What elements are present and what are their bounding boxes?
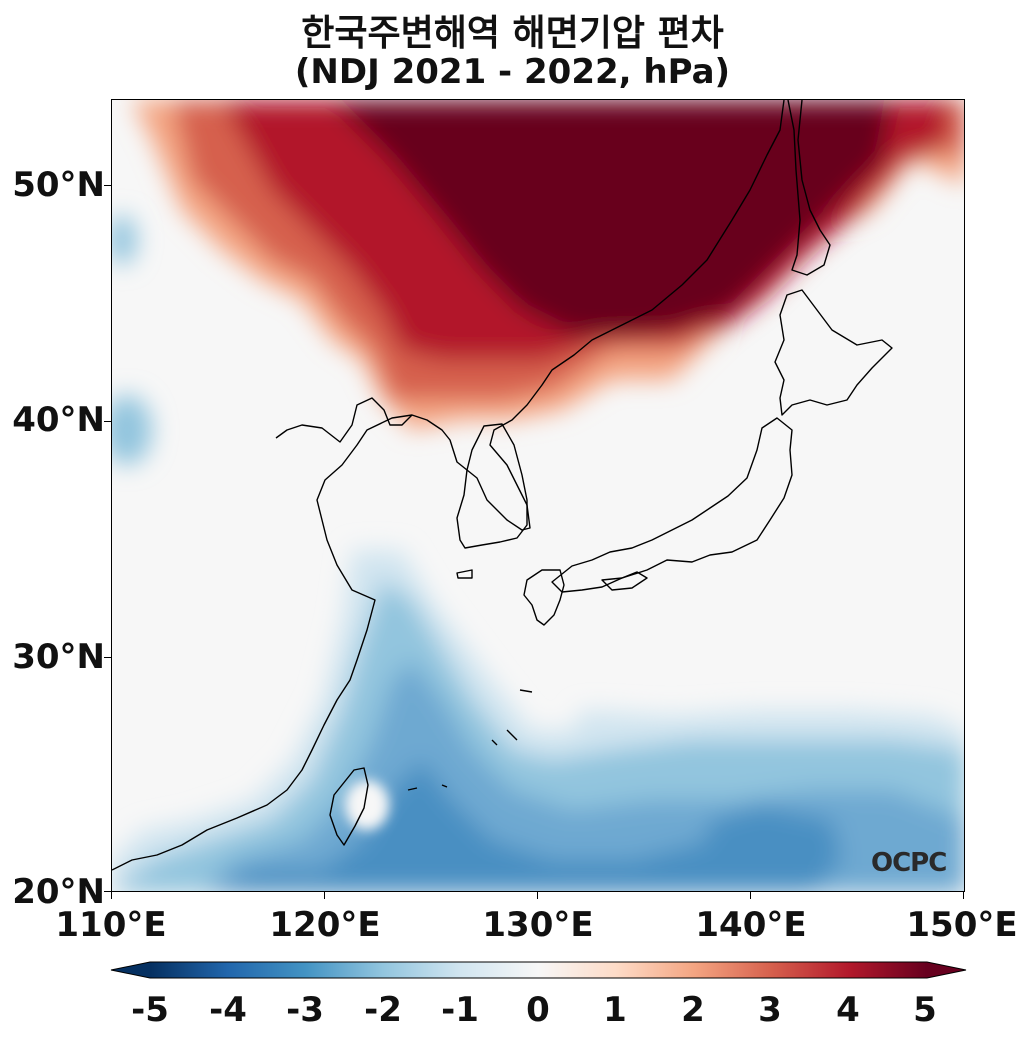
ryukyu-islands: [407, 689, 533, 791]
lon-label-140e: 140°E: [695, 905, 807, 945]
lat-tick: [104, 891, 111, 892]
lat-label-50n: 50°N: [12, 165, 105, 205]
colorbar-tick-label: 4: [836, 990, 860, 1030]
lon-label-120e: 120°E: [269, 905, 381, 945]
lat-label-40n: 40°N: [12, 400, 105, 440]
lon-label-130e: 130°E: [482, 905, 594, 945]
bohai-coast: [275, 397, 413, 443]
anomaly-map: OCPC: [111, 99, 965, 892]
colorbar-tick-label: -5: [131, 990, 169, 1030]
asia-mainland-coastline: [112, 100, 785, 871]
lon-tick: [750, 892, 751, 899]
taiwan-white-patch: [345, 780, 389, 830]
lon-label-150e: 150°E: [906, 905, 1018, 945]
taiwan-coastline: [329, 767, 369, 846]
colorbar-gradient: [150, 962, 927, 978]
sakhalin-coastline: [787, 100, 831, 276]
shikoku-coastline: [601, 571, 648, 591]
kyushu-coastline: [523, 569, 565, 626]
korea-coastline: [456, 423, 528, 549]
lon-tick: [324, 892, 325, 899]
colorbar-tick-label: -4: [209, 990, 247, 1030]
jeju-coastline: [456, 569, 473, 579]
hokkaido-coastline: [774, 289, 893, 416]
lat-tick: [104, 185, 111, 186]
lon-tick: [111, 892, 112, 899]
colorbar-tick-label: -1: [441, 990, 479, 1030]
ocpc-logo: OCPC: [871, 848, 947, 878]
map-subtitle: (NDJ 2021 - 2022, hPa): [294, 52, 731, 92]
colorbar-tick-label: 2: [681, 990, 705, 1030]
colorbar-tick-label: -3: [286, 990, 324, 1030]
colorbar-outline: [110, 961, 967, 979]
map-title: 한국주변해역 해면기압 편차: [301, 13, 724, 54]
colorbar-tick-label: 5: [913, 990, 937, 1030]
lat-label-20n: 20°N: [12, 872, 105, 912]
lon-label-110e: 110°E: [55, 905, 167, 945]
colorbar-tick-label: 1: [603, 990, 627, 1030]
colorbar-tick-label: 0: [526, 990, 550, 1030]
lon-tick: [963, 892, 964, 899]
lat-tick: [104, 421, 111, 422]
colorbar: [110, 961, 967, 979]
colorbar-max-extend: [927, 962, 966, 978]
lat-label-30n: 30°N: [12, 637, 105, 677]
honshu-coastline: [551, 417, 793, 593]
negative-anomaly-region: [112, 215, 964, 891]
lon-tick: [537, 892, 538, 899]
coastlines: [112, 100, 893, 871]
colorbar-min-extend: [111, 962, 150, 978]
lat-tick: [104, 657, 111, 658]
colorbar-tick-label: 3: [758, 990, 782, 1030]
positive-anomaly-region: [132, 100, 964, 430]
colorbar-tick-label: -2: [364, 990, 402, 1030]
map-svg: [112, 100, 964, 891]
